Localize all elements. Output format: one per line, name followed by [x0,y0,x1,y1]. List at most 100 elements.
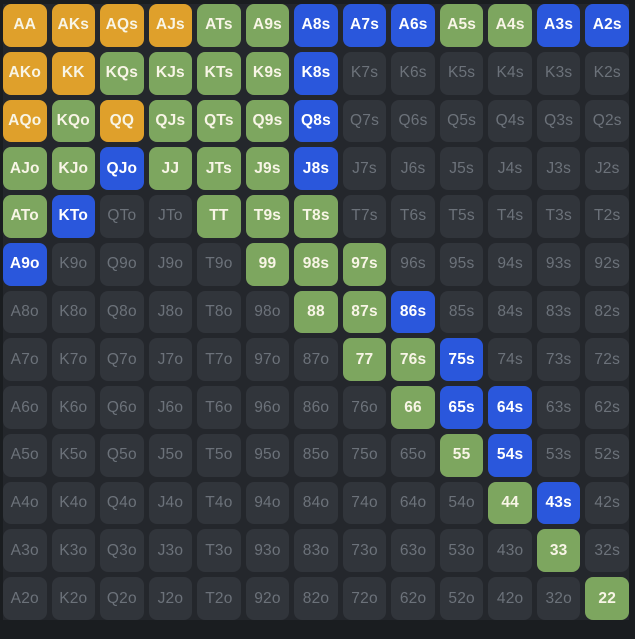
hand-cell-J2s[interactable]: J2s [585,147,629,191]
hand-cell-96s[interactable]: 96s [391,242,435,286]
hand-cell-J4s[interactable]: J4s [488,147,532,191]
hand-cell-98s[interactable]: 98s [294,242,338,286]
hand-cell-T4o[interactable]: T4o [197,481,241,525]
hand-cell-Q8o[interactable]: Q8o [100,290,144,334]
hand-cell-76s[interactable]: 76s [391,338,435,382]
hand-cell-A8s[interactable]: A8s [294,4,338,47]
hand-cell-54o[interactable]: 54o [439,481,484,525]
hand-cell-Q2o[interactable]: Q2o [100,577,144,620]
hand-cell-QJo[interactable]: QJo [100,147,144,191]
hand-cell-AJo[interactable]: AJo [3,147,47,191]
hand-cell-Q3o[interactable]: Q3o [100,529,144,573]
hand-cell-J4o[interactable]: J4o [148,481,193,525]
hand-cell-JJ[interactable]: JJ [148,147,193,191]
hand-cell-44[interactable]: 44 [488,481,532,525]
hand-cell-QTs[interactable]: QTs [197,99,241,143]
hand-cell-87o[interactable]: 87o [294,338,338,382]
hand-cell-K5o[interactable]: K5o [51,433,96,477]
hand-cell-Q5s[interactable]: Q5s [439,99,484,143]
hand-cell-76o[interactable]: 76o [342,386,387,429]
hand-cell-43o[interactable]: 43o [488,529,532,573]
hand-cell-83o[interactable]: 83o [294,529,338,573]
hand-cell-J3s[interactable]: J3s [536,147,581,191]
hand-cell-74o[interactable]: 74o [342,481,387,525]
hand-cell-T6o[interactable]: T6o [197,386,241,429]
hand-cell-KK[interactable]: KK [51,51,96,95]
hand-cell-T7o[interactable]: T7o [197,338,241,382]
hand-cell-J7o[interactable]: J7o [148,338,193,382]
hand-cell-82o[interactable]: 82o [294,577,338,620]
hand-cell-93s[interactable]: 93s [536,242,581,286]
hand-cell-K4o[interactable]: K4o [51,481,96,525]
hand-cell-72o[interactable]: 72o [342,577,387,620]
hand-cell-A3o[interactable]: A3o [3,529,47,573]
hand-cell-K2s[interactable]: K2s [585,51,629,95]
hand-cell-88[interactable]: 88 [294,290,338,334]
hand-cell-JTo[interactable]: JTo [148,195,193,238]
hand-cell-99[interactable]: 99 [245,242,290,286]
hand-cell-T4s[interactable]: T4s [488,195,532,238]
hand-cell-43s[interactable]: 43s [536,481,581,525]
hand-cell-Q9s[interactable]: Q9s [245,99,290,143]
hand-cell-KTs[interactable]: KTs [197,51,241,95]
hand-cell-K6s[interactable]: K6s [391,51,435,95]
hand-cell-K7o[interactable]: K7o [51,338,96,382]
hand-cell-52s[interactable]: 52s [585,433,629,477]
hand-cell-TT[interactable]: TT [197,195,241,238]
hand-cell-75o[interactable]: 75o [342,433,387,477]
hand-cell-J2o[interactable]: J2o [148,577,193,620]
hand-cell-97s[interactable]: 97s [342,242,387,286]
hand-cell-92s[interactable]: 92s [585,242,629,286]
hand-cell-85o[interactable]: 85o [294,433,338,477]
hand-cell-T5s[interactable]: T5s [439,195,484,238]
hand-cell-A5o[interactable]: A5o [3,433,47,477]
hand-cell-77[interactable]: 77 [342,338,387,382]
hand-cell-T3o[interactable]: T3o [197,529,241,573]
hand-cell-K3o[interactable]: K3o [51,529,96,573]
hand-cell-A7o[interactable]: A7o [3,338,47,382]
hand-cell-J6s[interactable]: J6s [391,147,435,191]
hand-cell-AQo[interactable]: AQo [3,99,47,143]
hand-cell-AJs[interactable]: AJs [148,4,193,47]
hand-cell-K4s[interactable]: K4s [488,51,532,95]
hand-cell-AA[interactable]: AA [3,4,47,47]
hand-cell-62o[interactable]: 62o [391,577,435,620]
hand-cell-J6o[interactable]: J6o [148,386,193,429]
hand-cell-42s[interactable]: 42s [585,481,629,525]
hand-cell-22[interactable]: 22 [585,577,629,620]
hand-cell-32o[interactable]: 32o [536,577,581,620]
hand-cell-53o[interactable]: 53o [439,529,484,573]
hand-cell-94s[interactable]: 94s [488,242,532,286]
hand-cell-66[interactable]: 66 [391,386,435,429]
hand-cell-Q6o[interactable]: Q6o [100,386,144,429]
hand-cell-K9o[interactable]: K9o [51,242,96,286]
hand-cell-54s[interactable]: 54s [488,433,532,477]
hand-cell-J9o[interactable]: J9o [148,242,193,286]
hand-cell-AQs[interactable]: AQs [100,4,144,47]
hand-cell-65o[interactable]: 65o [391,433,435,477]
hand-cell-93o[interactable]: 93o [245,529,290,573]
hand-cell-52o[interactable]: 52o [439,577,484,620]
hand-cell-53s[interactable]: 53s [536,433,581,477]
hand-cell-T7s[interactable]: T7s [342,195,387,238]
hand-cell-97o[interactable]: 97o [245,338,290,382]
hand-cell-T8o[interactable]: T8o [197,290,241,334]
hand-cell-Q2s[interactable]: Q2s [585,99,629,143]
hand-cell-Q6s[interactable]: Q6s [391,99,435,143]
hand-cell-KJs[interactable]: KJs [148,51,193,95]
hand-cell-Q5o[interactable]: Q5o [100,433,144,477]
hand-cell-JTs[interactable]: JTs [197,147,241,191]
hand-cell-82s[interactable]: 82s [585,290,629,334]
hand-cell-KQs[interactable]: KQs [100,51,144,95]
hand-cell-A7s[interactable]: A7s [342,4,387,47]
hand-cell-85s[interactable]: 85s [439,290,484,334]
hand-cell-32s[interactable]: 32s [585,529,629,573]
hand-cell-A6o[interactable]: A6o [3,386,47,429]
hand-cell-86o[interactable]: 86o [294,386,338,429]
hand-cell-T6s[interactable]: T6s [391,195,435,238]
hand-cell-K6o[interactable]: K6o [51,386,96,429]
hand-cell-A4o[interactable]: A4o [3,481,47,525]
hand-cell-A5s[interactable]: A5s [439,4,484,47]
hand-cell-98o[interactable]: 98o [245,290,290,334]
hand-cell-QTo[interactable]: QTo [100,195,144,238]
